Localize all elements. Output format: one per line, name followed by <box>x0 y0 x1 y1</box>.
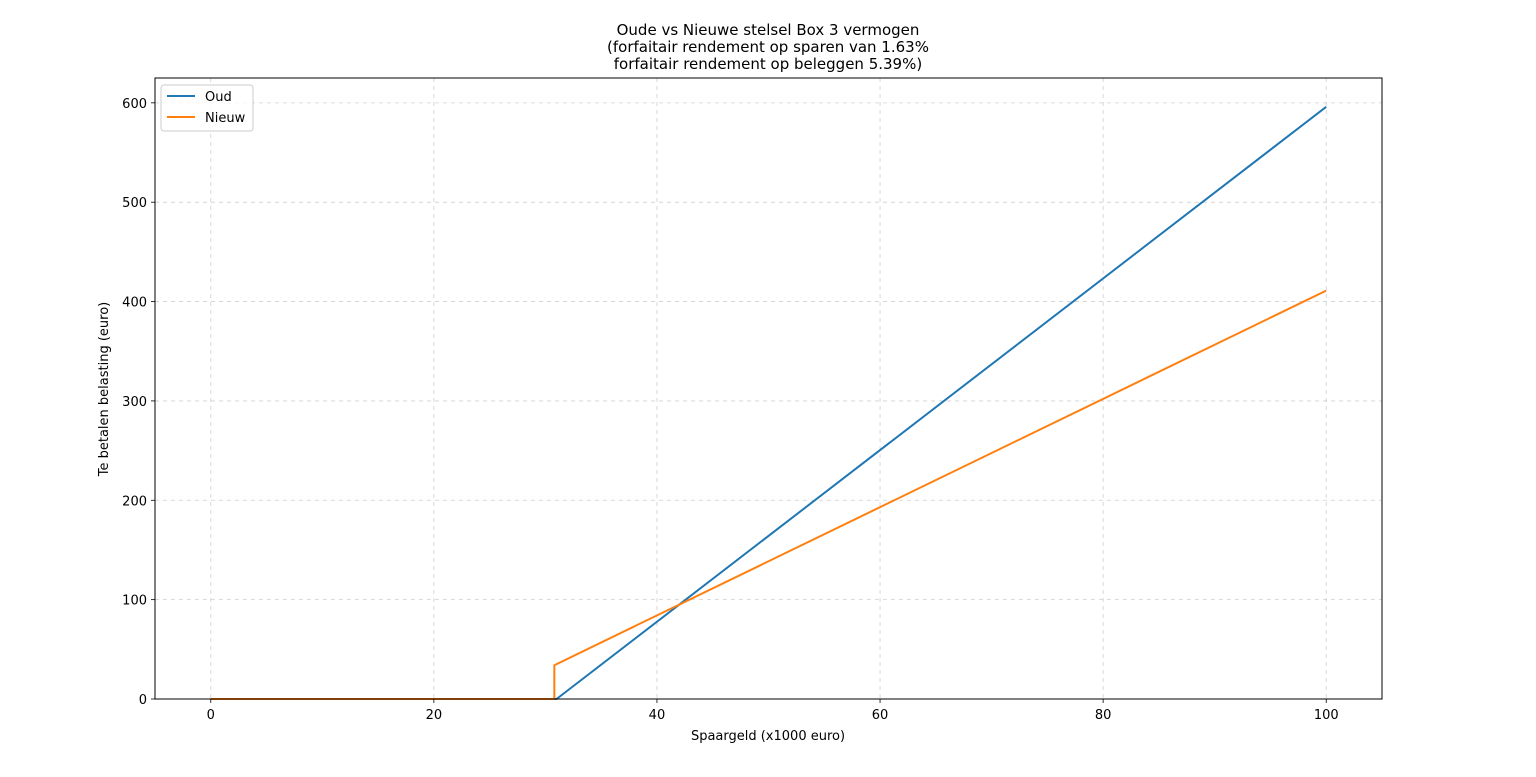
chart-title-line-3: forfaitair rendement op beleggen 5.39%) <box>614 55 922 73</box>
chart-title: Oude vs Nieuwe stelsel Box 3 vermogen (f… <box>607 21 929 73</box>
x-tick-label: 40 <box>649 708 666 723</box>
y-tick-label: 500 <box>122 196 147 211</box>
legend-label-nieuw: Nieuw <box>205 111 246 126</box>
y-tick-label: 0 <box>139 693 147 708</box>
y-tick-label: 100 <box>122 594 147 609</box>
y-axis-label: Te betalen belasting (euro) <box>97 302 112 477</box>
y-tick-label: 600 <box>122 97 147 112</box>
legend: Oud Nieuw <box>160 84 254 132</box>
x-axis-label: Spaargeld (x1000 euro) <box>691 729 845 744</box>
plot-area-frame <box>154 77 1383 700</box>
legend-label-oud: Oud <box>205 90 232 105</box>
axis-ticks: 0 20 40 60 80 100 0 100 200 300 400 500 600 <box>122 97 1338 723</box>
y-tick-label: 300 <box>122 395 147 410</box>
chart-title-line-2: (forfaitair rendement op sparen van 1.63… <box>607 38 929 56</box>
y-tick-label: 200 <box>122 494 147 509</box>
x-tick-label: 80 <box>1095 708 1112 723</box>
x-tick-label: 60 <box>872 708 889 723</box>
x-tick-label: 100 <box>1314 708 1339 723</box>
x-tick-label: 20 <box>426 708 443 723</box>
y-tick-label: 400 <box>122 296 147 311</box>
x-tick-label: 0 <box>207 708 215 723</box>
chart-title-line-1: Oude vs Nieuwe stelsel Box 3 vermogen <box>617 21 920 39</box>
